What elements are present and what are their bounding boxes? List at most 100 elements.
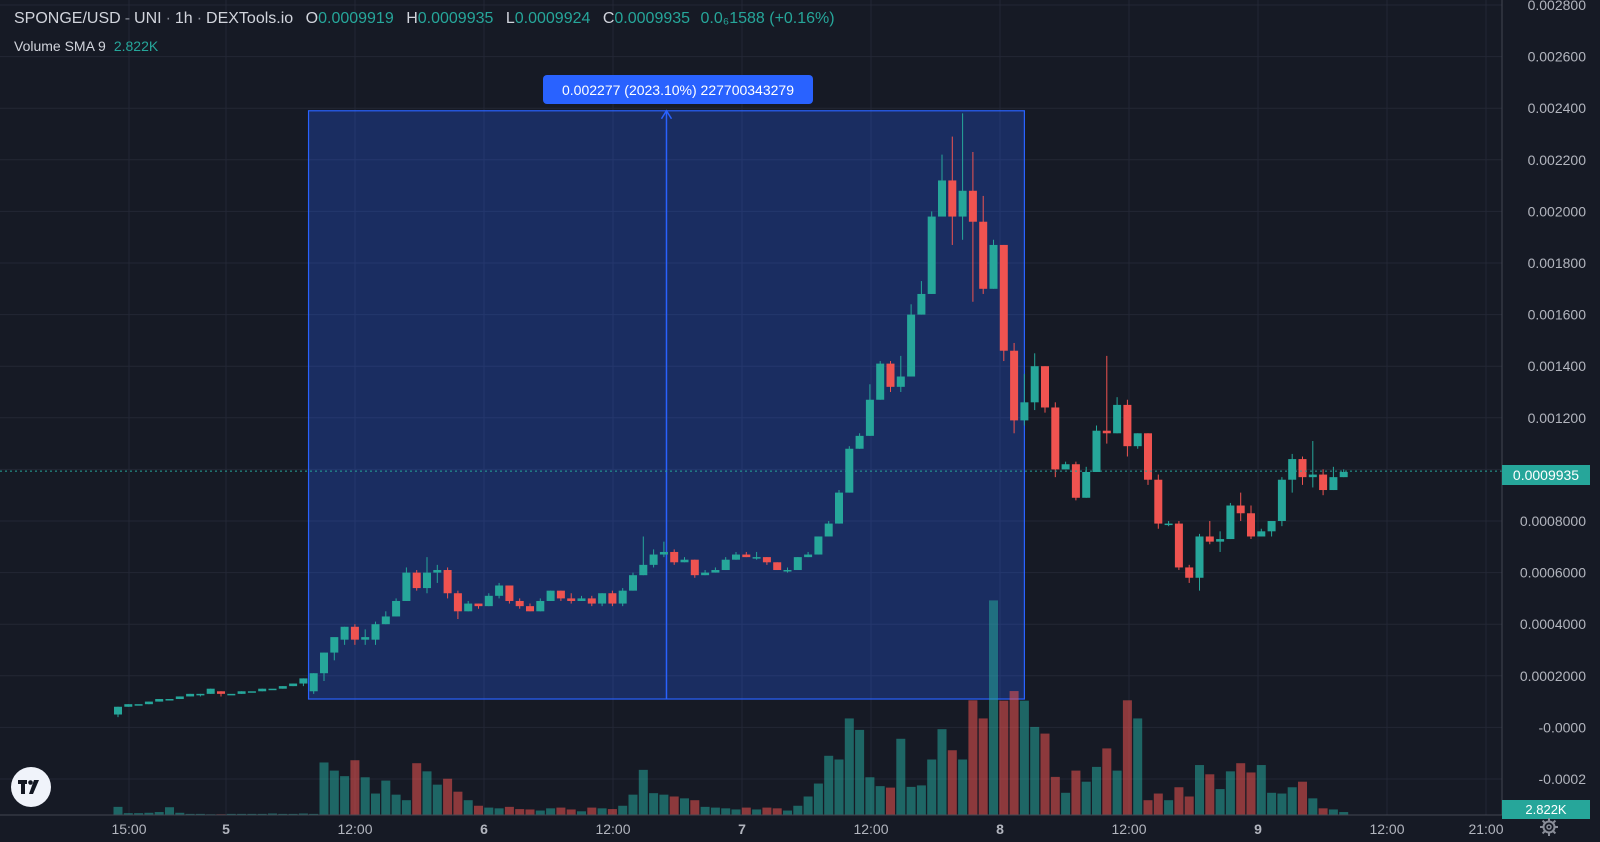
candle-body [381, 616, 390, 625]
volume-bar [195, 813, 205, 815]
volume-bar [144, 812, 154, 815]
volume-bar [257, 813, 267, 815]
volume-bar [700, 806, 710, 815]
volume-bar [463, 800, 473, 815]
volume-bar [566, 809, 576, 815]
volume-bar [793, 805, 803, 815]
candle-body [845, 448, 854, 493]
symbol-label[interactable]: SPONGE/USD [14, 10, 121, 27]
volume-bar [597, 808, 607, 815]
candle-body [1020, 402, 1029, 421]
candle-body [402, 572, 411, 601]
candle-body [196, 693, 205, 696]
x-tick-label: 5 [222, 821, 230, 837]
candle-body [278, 686, 287, 689]
volume-bar [834, 759, 844, 815]
volume-bar [504, 806, 514, 815]
volume-bar [1287, 787, 1297, 815]
volume-bar [453, 791, 463, 815]
candle-body [1226, 505, 1235, 540]
volume-bar [1246, 772, 1256, 815]
volume-bars [113, 600, 1349, 815]
candle-body [1051, 407, 1060, 470]
y-tick-label: 0.0004000 [1520, 616, 1586, 632]
volume-bar [958, 759, 968, 815]
volume-bar [412, 763, 422, 815]
candle-body [484, 595, 493, 607]
candle-body [886, 363, 895, 387]
tradingview-logo-icon[interactable] [11, 767, 51, 807]
volume-bar [989, 600, 998, 815]
volume-bar [865, 777, 875, 815]
y-tick-label: -0.0000 [1539, 719, 1587, 735]
volume-bar [577, 811, 586, 815]
candle-body [907, 314, 916, 377]
volume-indicator-legend[interactable]: Volume SMA 9 2.822K [14, 38, 158, 54]
candle-body [1267, 521, 1276, 532]
y-tick-label: -0.0002 [1539, 771, 1587, 787]
candle-body [258, 688, 267, 692]
volume-bar [999, 700, 1009, 815]
time-axis[interactable]: 15:00 5 12:00 6 12:00 7 12:00 8 12:00 9 12:00 21:00 [111, 821, 1503, 837]
volume-bar [1102, 748, 1112, 815]
candle-body [1061, 464, 1070, 470]
candle-body [938, 180, 946, 217]
candle-body [1236, 505, 1245, 514]
volume-bar [1267, 792, 1277, 815]
candles [114, 113, 1348, 718]
candle-body [1133, 433, 1142, 447]
volume-bar [1205, 774, 1215, 815]
candle-body [876, 363, 885, 400]
candle-body [186, 693, 195, 697]
candle-body [783, 570, 792, 572]
candle-body [1195, 536, 1204, 578]
volume-bar [1030, 726, 1040, 815]
candle-body [680, 559, 689, 563]
interval-label[interactable]: 1h [174, 10, 193, 27]
volume-bar [659, 794, 669, 815]
last-price-tag: 0.0009935 [1502, 465, 1590, 485]
volume-bar [535, 810, 545, 815]
volume-bar [432, 784, 442, 815]
x-tick-label: 12:00 [337, 821, 372, 837]
volume-bar [1019, 700, 1029, 815]
volume-bar [855, 729, 865, 815]
y-tick-label: 0.002600 [1528, 49, 1587, 65]
candle-body [1082, 471, 1091, 498]
x-tick-label: 8 [996, 821, 1004, 837]
candle-body [320, 652, 328, 674]
candle-body [155, 699, 164, 702]
candle-body [896, 376, 905, 387]
candle-body [371, 624, 380, 640]
volume-bar [401, 800, 411, 815]
candle-body [1308, 474, 1317, 478]
candle-body [567, 598, 576, 601]
y-tick-label: 0.0002000 [1520, 668, 1586, 684]
volume-bar [649, 793, 659, 815]
volume-bar [134, 813, 144, 815]
y-tick-label: 0.0008000 [1520, 513, 1586, 529]
volume-bar [226, 813, 236, 815]
candle-body [814, 536, 823, 555]
candle-body [598, 593, 607, 604]
volume-bar [165, 807, 174, 815]
volume-tag: 2.822K [1502, 800, 1590, 819]
candle-body [1339, 471, 1348, 478]
volume-bar [1236, 763, 1246, 815]
candle-body [412, 572, 421, 589]
volume-bar [1339, 812, 1349, 815]
measure-range-box[interactable] [307, 109, 1025, 700]
volume-bar [1081, 781, 1091, 815]
candle-body [1277, 479, 1286, 521]
volume-bar [1040, 733, 1050, 815]
volume-bar [1328, 809, 1338, 815]
x-tick-label: 6 [480, 821, 488, 837]
volume-bar [350, 760, 360, 815]
volume-bar [1174, 787, 1184, 815]
candle-body [835, 492, 843, 524]
x-tick-label: 21:00 [1468, 821, 1503, 837]
gear-icon[interactable] [1539, 817, 1559, 837]
open-label: O [305, 10, 319, 27]
candle-body [824, 523, 833, 537]
